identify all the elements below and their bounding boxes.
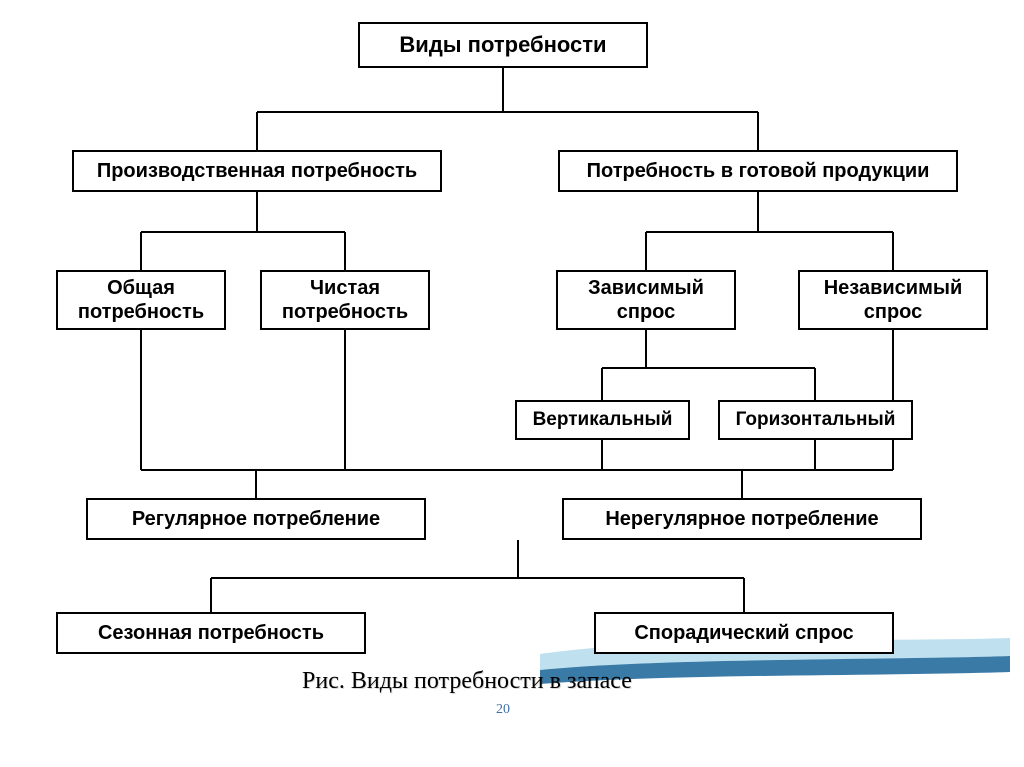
node-l5b: Спорадический спрос [594, 612, 894, 654]
node-l1a-label: Производственная потребность [97, 159, 417, 183]
node-l1b-label: Потребность в готовой продукции [587, 159, 930, 183]
node-root: Виды потребности [358, 22, 648, 68]
node-l2b-label: Чистая потребность [272, 276, 418, 324]
node-l4a-label: Регулярное потребление [132, 507, 380, 531]
node-l2c-label: Зависимый спрос [568, 276, 724, 324]
node-l5a: Сезонная потребность [56, 612, 366, 654]
node-l2a: Общая потребность [56, 270, 226, 330]
node-l3b: Горизонтальный [718, 400, 913, 440]
node-l2d-label: Независимый спрос [810, 276, 976, 324]
node-l4a: Регулярное потребление [86, 498, 426, 540]
node-root-label: Виды потребности [399, 32, 606, 58]
node-l3b-label: Горизонтальный [736, 409, 896, 432]
figure-caption: Рис. Виды потребности в запасе [302, 668, 632, 695]
node-l2c: Зависимый спрос [556, 270, 736, 330]
node-l5b-label: Спорадический спрос [634, 621, 853, 645]
node-l3a: Вертикальный [515, 400, 690, 440]
node-l5a-label: Сезонная потребность [98, 621, 324, 645]
page-number: 20 [496, 702, 510, 718]
node-l1b: Потребность в готовой продукции [558, 150, 958, 192]
node-l2d: Независимый спрос [798, 270, 988, 330]
node-l3a-label: Вертикальный [533, 409, 673, 432]
node-l2a-label: Общая потребность [68, 276, 214, 324]
node-l2b: Чистая потребность [260, 270, 430, 330]
node-l4b: Нерегулярное потребление [562, 498, 922, 540]
page-number-text: 20 [496, 702, 510, 717]
node-l1a: Производственная потребность [72, 150, 442, 192]
node-l4b-label: Нерегулярное потребление [605, 507, 878, 531]
figure-caption-text: Рис. Виды потребности в запасе [302, 668, 632, 694]
